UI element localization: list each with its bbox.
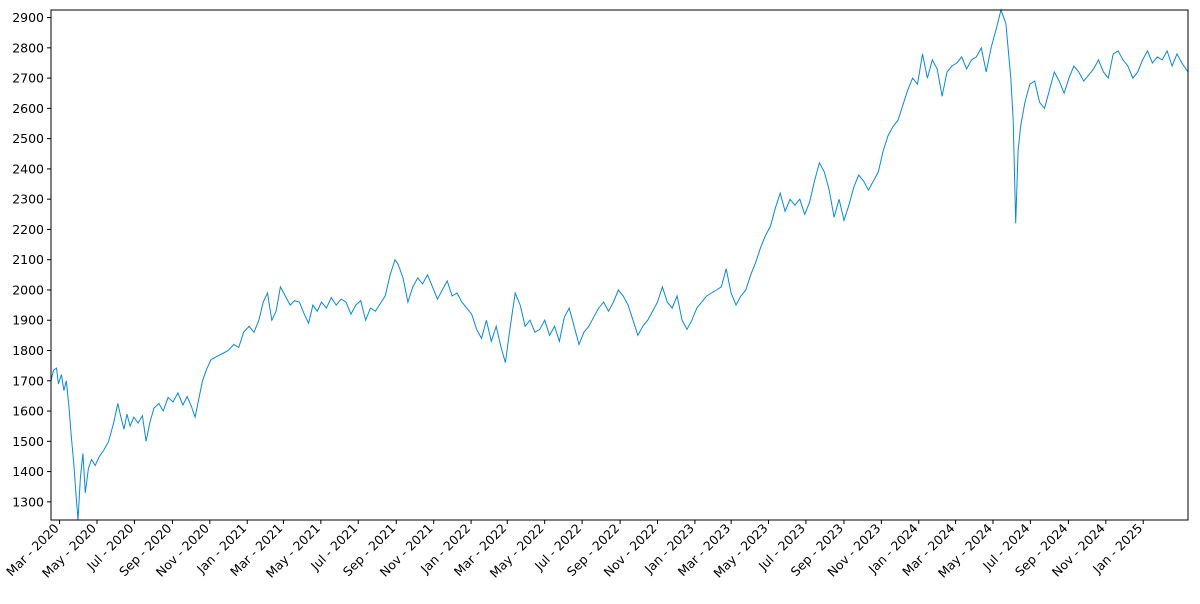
y-tick-label: 1900 — [12, 313, 44, 328]
y-tick-label: 2500 — [12, 131, 44, 146]
plot-frame — [50, 9, 1189, 521]
y-tick-label: 1500 — [12, 434, 44, 449]
y-tick-label: 1800 — [12, 343, 44, 358]
y-tick-label: 2100 — [12, 252, 44, 267]
y-tick-label: 1400 — [12, 464, 44, 479]
y-tick-label: 1600 — [12, 404, 44, 419]
series-line — [50, 8, 1189, 521]
y-tick-label: 2000 — [12, 282, 44, 297]
y-tick-label: 2300 — [12, 192, 44, 207]
y-tick-label: 2400 — [12, 161, 44, 176]
y-axis: 1300 1400 1500 1600 1700 1800 1900 2000 2100 2200… — [12, 10, 51, 509]
y-tick-label: 2800 — [12, 40, 44, 55]
y-tick-label: 2200 — [12, 222, 44, 237]
y-tick-label: 1700 — [12, 373, 44, 388]
y-tick-label: 1300 — [12, 494, 44, 509]
y-tick-label: 2600 — [12, 101, 44, 116]
y-tick-label: 2900 — [12, 10, 44, 25]
y-tick-label: 2700 — [12, 71, 44, 86]
